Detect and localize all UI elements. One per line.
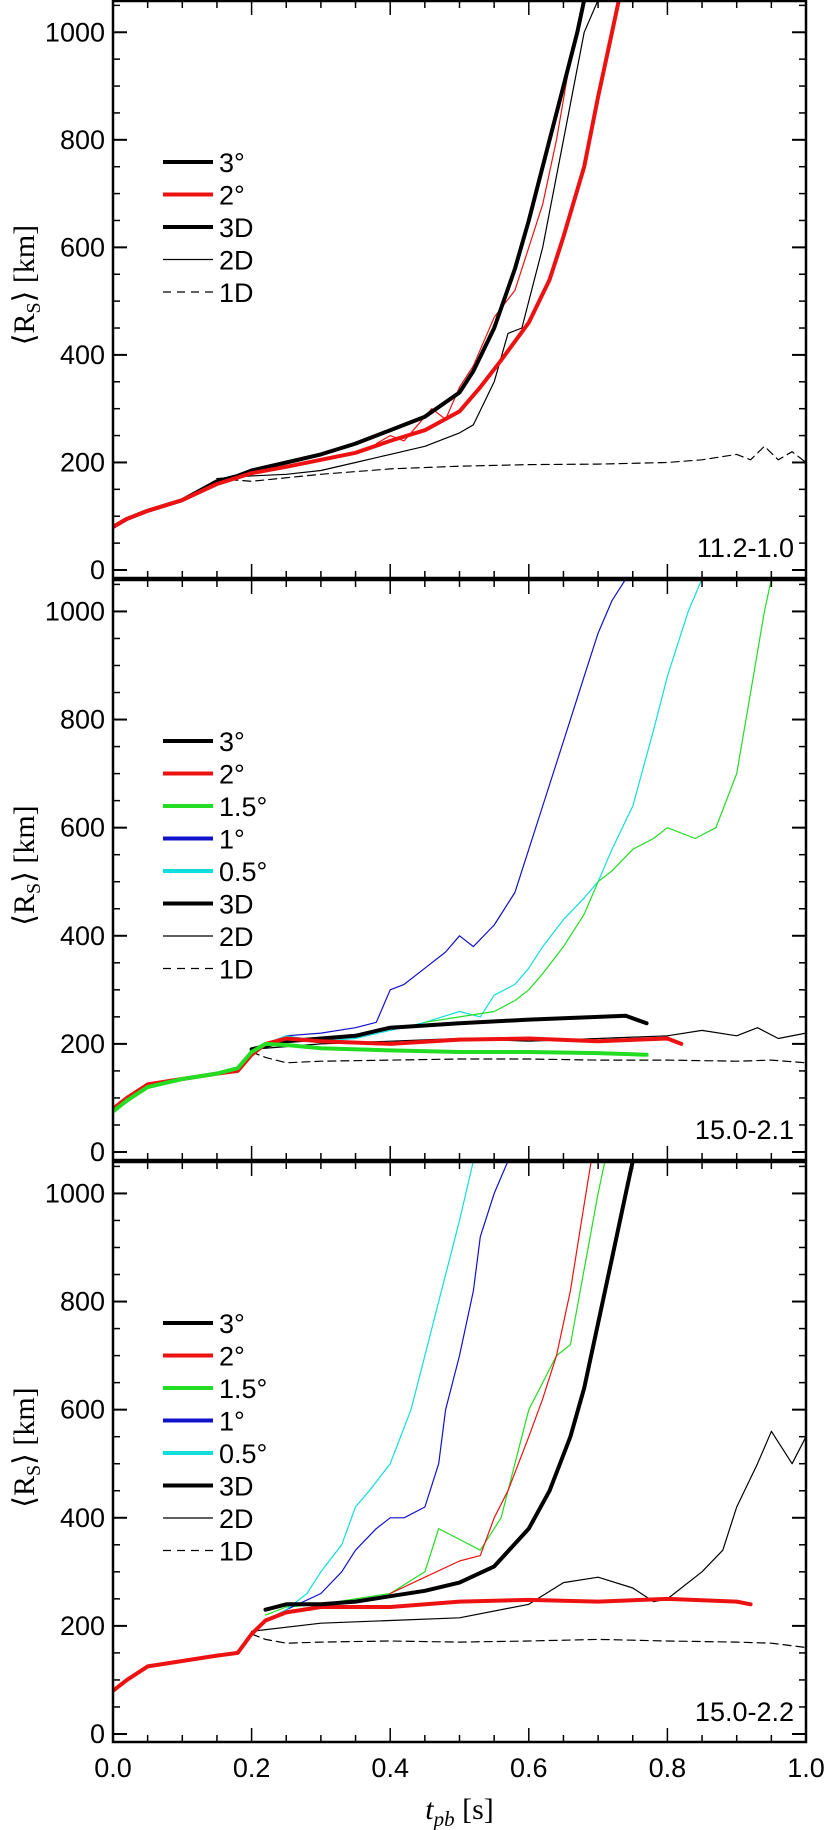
y-axis-label: ⟨RS⟩ [km] (8, 225, 45, 345)
legend-label: 1.5° (219, 1374, 267, 1404)
series-group (113, 0, 806, 529)
series-line-3- (263, 1161, 635, 1612)
legend-label: 1D (219, 955, 254, 985)
y-tick-label: 800 (60, 125, 105, 155)
y-tick-label: 0 (90, 1137, 105, 1167)
y-tick-label: 0 (90, 1719, 105, 1749)
x-tick-label: 0.6 (510, 1753, 548, 1783)
series-line-2-thin- (389, 1161, 592, 1595)
series-line-0-5- (264, 1161, 474, 1622)
legend-label: 3D (219, 213, 254, 243)
legend-label: 3D (219, 890, 254, 920)
y-axis-label: ⟨RS⟩ [km] (8, 805, 45, 925)
legend-label: 3° (219, 148, 245, 178)
x-tick-label: 1.0 (787, 1753, 825, 1783)
x-tick-label: 0.8 (649, 1753, 687, 1783)
legend-label: 1° (219, 825, 245, 855)
y-tick-label: 600 (60, 1395, 105, 1425)
x-tick-label: 0.4 (371, 1753, 409, 1783)
chart-panel-1: 0 200 400 600 800 1000 ⟨RS⟩ [km] 11.2-1.0 3°2°3D… (8, 0, 808, 585)
panel-label: 15.0-2.1 (695, 1115, 794, 1145)
y-tick-label: 800 (60, 1287, 105, 1317)
x-tick-label: 0.0 (94, 1753, 132, 1783)
x-axis-label: tpb [s] (425, 1793, 494, 1830)
panel-label: 15.0-2.2 (695, 1697, 794, 1727)
y-tick-label: 1000 (45, 596, 105, 626)
series-line-1-5- (113, 1041, 649, 1114)
series-line-1- (264, 1161, 509, 1622)
y-tick-label: 200 (60, 1611, 105, 1641)
y-tick-label: 0 (90, 555, 105, 585)
panel-label: 11.2-1.0 (697, 533, 794, 563)
plot-frame (111, 0, 808, 580)
y-axis-label: ⟨RS⟩ [km] (8, 1387, 45, 1507)
legend-label: 2° (219, 181, 245, 211)
y-tick-label: 400 (60, 340, 105, 370)
y-tick-label: 200 (60, 1029, 105, 1059)
chart-panel-3: 0 200 400 600 800 1000 0.0 0.2 0.4 0.6 0.8 1.0 ⟨RS⟩ … (8, 1160, 825, 1830)
y-tick-label: 1000 (45, 17, 105, 47)
y-tick-label: 600 (60, 813, 105, 843)
legend-label: 3D (219, 1472, 254, 1502)
series-line-2d (216, 0, 599, 480)
legend-label: 2° (219, 760, 245, 790)
series-line-2d (251, 1430, 806, 1632)
legend-label: 1° (219, 1407, 245, 1437)
series-line-1- (264, 579, 627, 1045)
legend-label: 2D (219, 922, 254, 952)
legend-label: 2° (219, 1342, 245, 1372)
legend-label: 0.5° (219, 1439, 267, 1469)
y-tick-label: 800 (60, 705, 105, 735)
legend-label: 1D (219, 278, 254, 308)
chart-panel-2: 0 200 400 600 800 1000 ⟨RS⟩ [km] 15.0-2.1 3°2°1.… (8, 578, 808, 1167)
legend-label: 3° (219, 727, 245, 757)
series-line-1d (251, 1051, 806, 1064)
series-line-0-5- (264, 579, 703, 1045)
legend-label: 3° (219, 1309, 245, 1339)
legend-label: 0.5° (219, 857, 267, 887)
y-tick-label: 600 (60, 232, 105, 262)
legend-label: 2D (219, 1504, 254, 1534)
legend-label: 2D (219, 246, 254, 276)
legend-label: 1D (219, 1537, 254, 1567)
series-line-1d (251, 1633, 806, 1649)
y-tick-label: 400 (60, 1503, 105, 1533)
y-tick-label: 200 (60, 447, 105, 477)
legend-label: 1.5° (219, 792, 267, 822)
series-line-2- (113, 0, 621, 529)
y-tick-label: 400 (60, 921, 105, 951)
series-line-1-5-thin- (424, 579, 773, 1023)
series-line-3- (113, 0, 587, 529)
y-tick-label: 1000 (45, 1178, 105, 1208)
series-line-2-thin- (375, 0, 585, 445)
series-group (113, 579, 806, 1114)
series-line-2- (113, 1596, 753, 1693)
series-line-1-5- (264, 1161, 606, 1616)
x-tick-label: 0.2 (233, 1753, 271, 1783)
series-group (113, 1161, 806, 1693)
